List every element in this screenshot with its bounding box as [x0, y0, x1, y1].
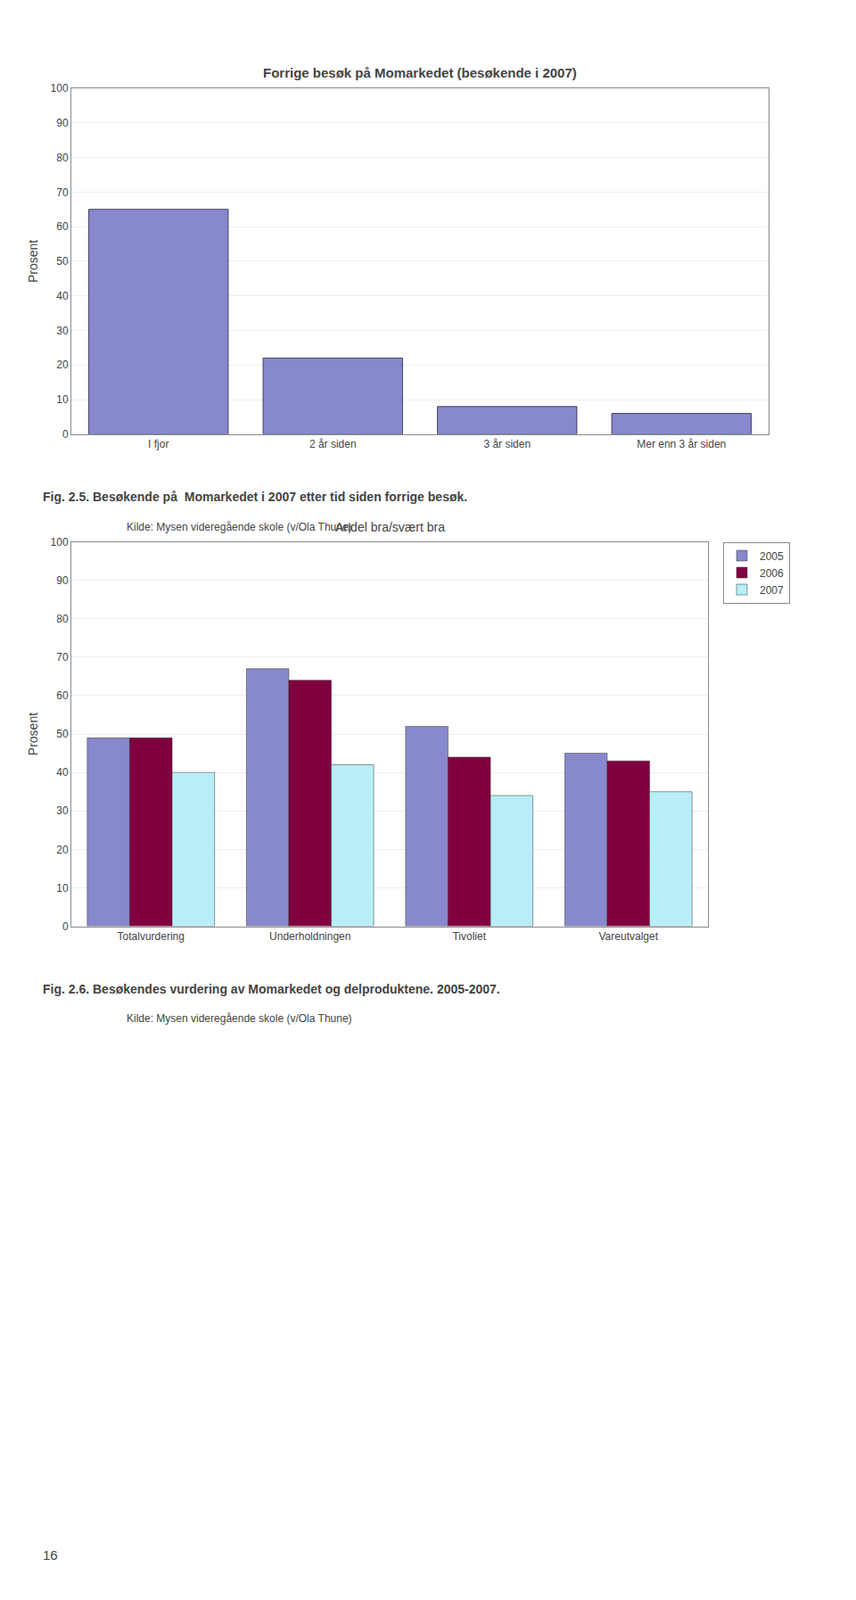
svg-text:Mer enn 3 år siden: Mer enn 3 år siden [636, 437, 726, 451]
svg-text:16: 16 [42, 1547, 58, 1563]
svg-text:30: 30 [56, 804, 69, 817]
svg-text:0: 0 [62, 428, 69, 441]
svg-text:Prosent: Prosent [25, 239, 41, 283]
svg-text:80: 80 [56, 612, 69, 626]
svg-text:3 år siden: 3 år siden [483, 437, 531, 451]
svg-text:I fjor: I fjor [148, 437, 169, 451]
svg-text:Fig. 2.5. Besøkende på Momark: Fig. 2.5. Besøkende på Momarkedet i 2007… [42, 489, 468, 504]
svg-text:90: 90 [56, 574, 69, 587]
svg-text:2007: 2007 [759, 584, 784, 597]
svg-text:Underholdningen: Underholdningen [269, 930, 351, 943]
svg-text:70: 70 [56, 650, 69, 664]
svg-text:100: 100 [50, 535, 69, 549]
svg-text:80: 80 [56, 151, 69, 165]
svg-text:30: 30 [56, 324, 69, 338]
svg-text:100: 100 [50, 82, 69, 95]
svg-text:2 år siden: 2 år siden [309, 437, 357, 451]
svg-text:Fig. 2.6. Besøkendes vurdering: Fig. 2.6. Besøkendes vurdering av Momark… [42, 981, 501, 996]
svg-text:2006: 2006 [759, 567, 784, 580]
svg-text:40: 40 [56, 765, 69, 779]
svg-text:20: 20 [56, 843, 69, 856]
svg-text:Kilde: Mysen videregående skol: Kilde: Mysen videregående skole (v/Ola T… [126, 1012, 353, 1025]
svg-text:Totalvurdering: Totalvurdering [117, 930, 185, 943]
svg-text:90: 90 [56, 116, 69, 130]
svg-text:Tivoliet: Tivoliet [452, 930, 486, 943]
svg-text:Andel bra/svært bra: Andel bra/svært bra [335, 519, 445, 535]
svg-text:40: 40 [56, 289, 69, 303]
svg-text:20: 20 [56, 358, 69, 371]
svg-text:60: 60 [56, 689, 69, 702]
svg-text:0: 0 [62, 920, 69, 933]
svg-text:60: 60 [56, 220, 69, 233]
svg-text:Vareutvalget: Vareutvalget [599, 930, 659, 943]
svg-text:50: 50 [56, 255, 69, 268]
svg-text:10: 10 [56, 393, 69, 406]
svg-text:2005: 2005 [759, 550, 784, 563]
svg-text:Kilde: Mysen videregående skol: Kilde: Mysen videregående skole (v/Ola T… [126, 520, 353, 534]
svg-text:Prosent: Prosent [25, 712, 41, 756]
svg-text:50: 50 [56, 727, 69, 741]
svg-text:70: 70 [56, 186, 69, 199]
svg-text:Forrige besøk på Momarkedet (b: Forrige besøk på Momarkedet (besøkende i… [263, 65, 577, 81]
svg-text:10: 10 [56, 881, 69, 895]
